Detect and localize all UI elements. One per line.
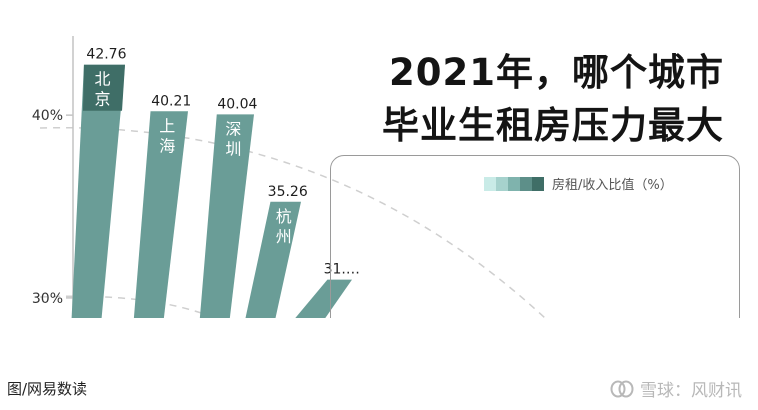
bar-chart-svg: 40% 30% 42.76 北京 40.21 上海 40.04 深圳 35.26 杭州 31.…	[32, 36, 546, 318]
chart: 40% 30% 42.76 北京 40.21 上海 40.04 深圳 35.26 杭州 31.… …	[31, 36, 740, 318]
bar-category-char: 海	[159, 136, 175, 155]
bar-category-char: 上	[159, 116, 175, 135]
legend-swatch-step	[520, 176, 532, 191]
guide-arc-40	[39, 126, 546, 318]
legend-swatch-step	[508, 176, 520, 191]
bar	[133, 111, 188, 318]
bar-data-label: 40.21	[151, 93, 191, 109]
bar-category-char: 州	[276, 227, 292, 246]
bar-category-char: 北	[94, 70, 110, 89]
bar-data-label: 35.26	[268, 184, 308, 200]
y-tick-label: 40%	[32, 108, 63, 124]
y-tick-label: 30%	[32, 291, 63, 307]
legend-swatch-step	[496, 176, 508, 191]
chart-title-line-1: 2021年，哪个城市	[389, 51, 724, 94]
bar-data-label: 40.04	[217, 96, 257, 112]
legend-label: 房租/收入比值（%）	[552, 178, 673, 193]
legend-frame	[330, 155, 740, 318]
bar-top-cap	[82, 64, 125, 111]
watermark-text: 雪球：风财讯	[640, 381, 742, 401]
legend-swatch-step	[484, 176, 496, 191]
bar-data-label: 42.76	[86, 47, 126, 63]
bar-group: 40.21 上海	[133, 93, 191, 318]
bar	[295, 279, 352, 318]
legend-gradient-swatch	[484, 176, 544, 191]
bar-group: 31.…	[295, 262, 360, 318]
bar-group: 35.26 杭州	[245, 184, 308, 318]
chart-title-line-2: 毕业生租房压力最大	[382, 104, 724, 147]
bar-category-char: 杭	[276, 207, 292, 226]
bar	[199, 114, 254, 318]
bar	[245, 201, 301, 318]
bar-category-char: 深	[225, 119, 241, 138]
guide-arc-30	[39, 295, 216, 318]
bar-group: 40.04 深圳	[199, 96, 258, 318]
legend-swatch-step	[532, 176, 544, 191]
bar	[71, 64, 125, 318]
bar-group: 42.76 北京	[71, 47, 127, 318]
snowball-logo-icon	[610, 380, 634, 397]
legend: 房租/收入比值（%）	[484, 174, 673, 193]
bar-data-label: 31.…	[324, 262, 360, 278]
bar-category-char: 圳	[225, 139, 241, 158]
bar-category-char: 京	[94, 90, 110, 109]
image-source-caption: 图/网易数读	[7, 380, 88, 398]
watermark: 雪球：风财讯	[610, 376, 742, 401]
